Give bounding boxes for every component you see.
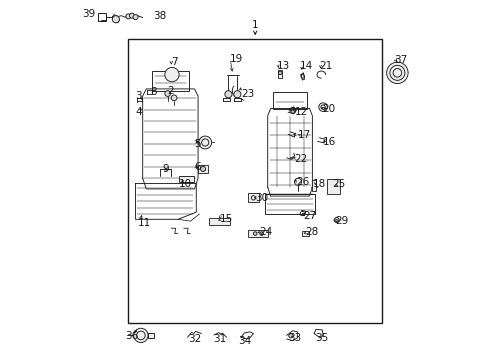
- Circle shape: [288, 334, 292, 338]
- Text: 2: 2: [167, 86, 174, 96]
- Text: 26: 26: [296, 177, 309, 187]
- Text: 14: 14: [299, 61, 312, 71]
- Text: 4: 4: [135, 107, 142, 117]
- Circle shape: [318, 103, 326, 111]
- Circle shape: [253, 232, 257, 235]
- Text: 31: 31: [212, 334, 225, 344]
- Text: 36: 36: [125, 332, 138, 342]
- Circle shape: [171, 95, 177, 101]
- Text: 18: 18: [312, 179, 325, 189]
- Bar: [151, 71, 189, 91]
- Bar: [148, 333, 154, 338]
- Text: 23: 23: [241, 89, 254, 99]
- Circle shape: [386, 62, 407, 84]
- Circle shape: [133, 15, 138, 19]
- Text: 13: 13: [276, 61, 289, 71]
- Circle shape: [278, 71, 282, 75]
- Text: 33: 33: [287, 333, 301, 343]
- Text: 35: 35: [314, 333, 327, 343]
- Circle shape: [164, 91, 170, 96]
- Circle shape: [129, 13, 134, 18]
- Text: 24: 24: [258, 227, 271, 237]
- Text: 17: 17: [298, 130, 311, 140]
- Bar: [326, 179, 339, 194]
- Bar: [247, 193, 258, 202]
- Text: 30: 30: [255, 193, 268, 203]
- Bar: [247, 230, 267, 237]
- Text: 12: 12: [294, 107, 307, 117]
- Bar: [278, 70, 282, 78]
- Circle shape: [259, 232, 263, 235]
- Text: 11: 11: [137, 218, 150, 228]
- Text: 5: 5: [194, 139, 201, 149]
- Text: 22: 22: [294, 154, 307, 163]
- Circle shape: [233, 91, 241, 98]
- Bar: [198, 165, 207, 173]
- Bar: [179, 176, 193, 182]
- Text: 1: 1: [251, 19, 258, 30]
- Text: 28: 28: [305, 227, 318, 237]
- Circle shape: [134, 328, 148, 342]
- Text: 34: 34: [237, 337, 251, 346]
- Bar: [311, 180, 315, 191]
- Circle shape: [198, 136, 211, 149]
- Text: 7: 7: [171, 57, 178, 67]
- Text: 32: 32: [187, 334, 201, 344]
- Circle shape: [164, 67, 179, 82]
- Text: 25: 25: [331, 179, 345, 189]
- Circle shape: [112, 16, 119, 23]
- Circle shape: [200, 166, 205, 171]
- Bar: [98, 13, 106, 21]
- Text: 10: 10: [178, 179, 191, 189]
- Text: 9: 9: [162, 164, 169, 174]
- Bar: [208, 218, 230, 225]
- Text: 38: 38: [153, 11, 166, 21]
- Text: 3: 3: [135, 91, 142, 101]
- Bar: [128, 39, 381, 323]
- Bar: [272, 92, 306, 109]
- Circle shape: [294, 178, 301, 185]
- Text: 39: 39: [82, 9, 95, 19]
- Text: 21: 21: [319, 61, 332, 71]
- Text: 19: 19: [230, 54, 243, 64]
- Text: 29: 29: [335, 216, 348, 226]
- Text: 15: 15: [219, 214, 232, 224]
- Circle shape: [333, 217, 339, 222]
- Text: 37: 37: [394, 55, 407, 65]
- Bar: [302, 231, 308, 237]
- Text: 16: 16: [323, 138, 336, 148]
- Text: 6: 6: [194, 162, 201, 172]
- Text: 27: 27: [303, 211, 316, 221]
- Circle shape: [125, 14, 131, 19]
- Text: 20: 20: [322, 104, 335, 113]
- Text: 8: 8: [149, 87, 156, 98]
- Circle shape: [224, 91, 231, 98]
